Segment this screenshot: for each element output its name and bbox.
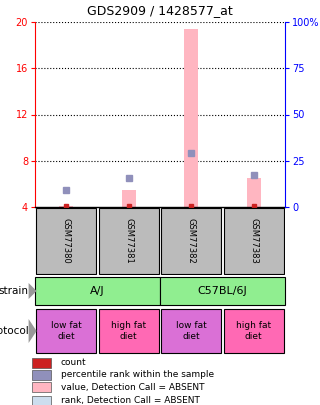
Text: A/J: A/J — [90, 286, 105, 296]
Bar — [32, 369, 51, 380]
Text: low fat
diet: low fat diet — [176, 321, 207, 341]
Text: GSM77382: GSM77382 — [187, 218, 196, 264]
Text: count: count — [61, 358, 86, 367]
Bar — [161, 309, 221, 353]
Bar — [36, 309, 96, 353]
Polygon shape — [28, 319, 36, 343]
Text: GSM77383: GSM77383 — [249, 218, 258, 264]
Polygon shape — [28, 283, 36, 299]
Bar — [160, 277, 285, 305]
Text: rank, Detection Call = ABSENT: rank, Detection Call = ABSENT — [61, 396, 200, 405]
Bar — [32, 396, 51, 405]
Bar — [32, 358, 51, 368]
Text: protocol: protocol — [0, 326, 28, 336]
Text: GDS2909 / 1428577_at: GDS2909 / 1428577_at — [87, 4, 233, 17]
Bar — [122, 190, 136, 207]
Bar — [224, 309, 284, 353]
Text: low fat
diet: low fat diet — [51, 321, 82, 341]
Text: strain: strain — [0, 286, 28, 296]
Text: percentile rank within the sample: percentile rank within the sample — [61, 370, 214, 379]
Bar — [184, 29, 198, 207]
Text: high fat
diet: high fat diet — [236, 321, 271, 341]
Bar — [36, 208, 96, 274]
Text: GSM77380: GSM77380 — [62, 218, 71, 264]
Bar — [247, 178, 260, 207]
Bar — [35, 277, 160, 305]
Bar — [60, 206, 73, 207]
Bar — [32, 382, 51, 392]
Bar — [161, 208, 221, 274]
Text: high fat
diet: high fat diet — [111, 321, 146, 341]
Text: C57BL/6J: C57BL/6J — [198, 286, 247, 296]
Bar — [224, 208, 284, 274]
Text: GSM77381: GSM77381 — [124, 218, 133, 264]
Bar — [99, 309, 159, 353]
Text: value, Detection Call = ABSENT: value, Detection Call = ABSENT — [61, 383, 204, 392]
Bar — [99, 208, 159, 274]
